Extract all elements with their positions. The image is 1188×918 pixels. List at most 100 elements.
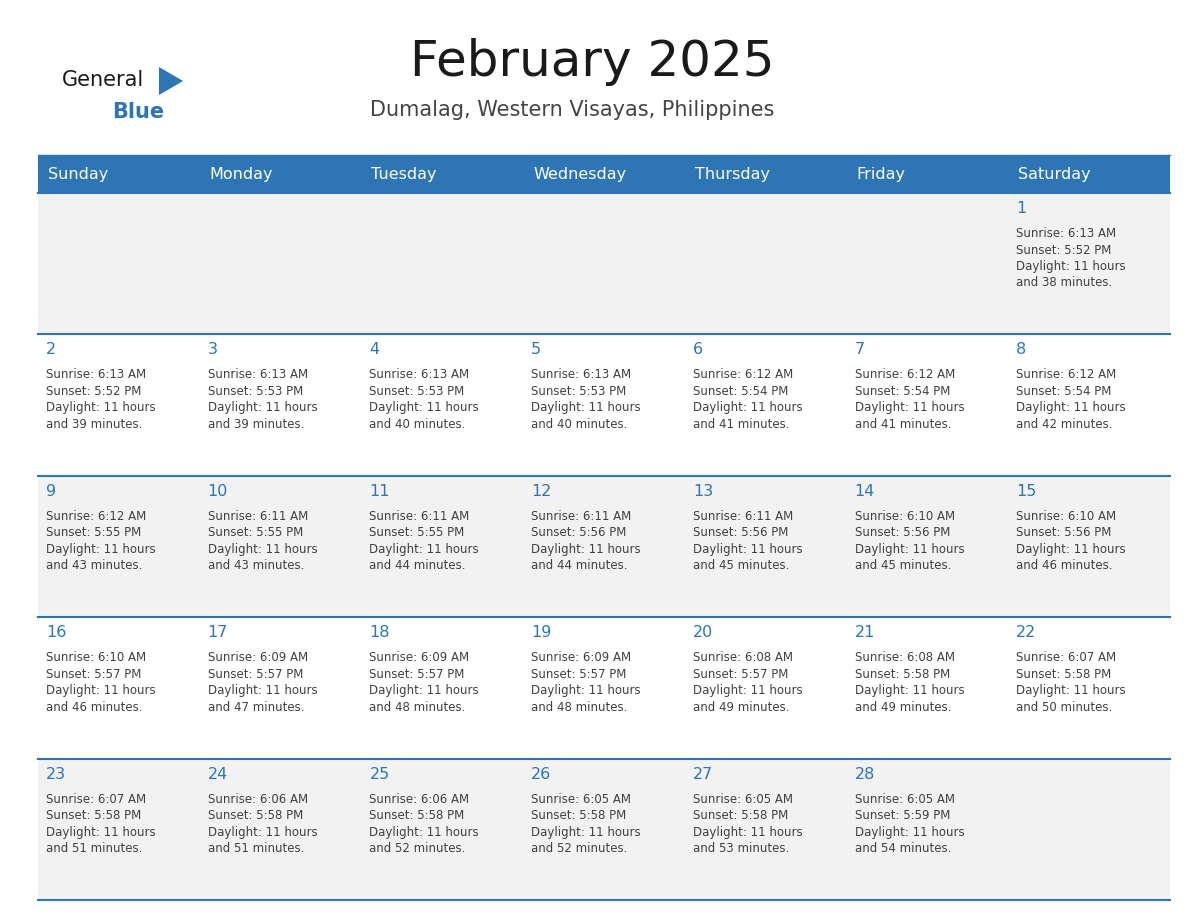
Text: Daylight: 11 hours: Daylight: 11 hours bbox=[531, 825, 640, 839]
Text: and 52 minutes.: and 52 minutes. bbox=[369, 842, 466, 855]
Text: Sunset: 5:57 PM: Sunset: 5:57 PM bbox=[46, 667, 141, 681]
Text: Sunset: 5:58 PM: Sunset: 5:58 PM bbox=[531, 809, 626, 823]
Text: and 43 minutes.: and 43 minutes. bbox=[46, 559, 143, 572]
Text: Sunrise: 6:10 AM: Sunrise: 6:10 AM bbox=[854, 509, 955, 522]
Text: 1: 1 bbox=[1016, 201, 1026, 216]
Text: Sunset: 5:57 PM: Sunset: 5:57 PM bbox=[693, 667, 788, 681]
Bar bbox=[523, 758, 684, 900]
Bar bbox=[684, 758, 847, 900]
Text: and 53 minutes.: and 53 minutes. bbox=[693, 842, 789, 855]
Text: Sunrise: 6:13 AM: Sunrise: 6:13 AM bbox=[369, 368, 469, 381]
Text: Sunrise: 6:10 AM: Sunrise: 6:10 AM bbox=[46, 651, 146, 665]
Text: Sunrise: 6:08 AM: Sunrise: 6:08 AM bbox=[854, 651, 955, 665]
Text: Sunset: 5:58 PM: Sunset: 5:58 PM bbox=[369, 809, 465, 823]
Text: Daylight: 11 hours: Daylight: 11 hours bbox=[1016, 401, 1126, 414]
Text: Sunset: 5:54 PM: Sunset: 5:54 PM bbox=[1016, 385, 1112, 397]
Text: Saturday: Saturday bbox=[1018, 166, 1091, 182]
Text: Sunrise: 6:11 AM: Sunrise: 6:11 AM bbox=[531, 509, 631, 522]
Text: 13: 13 bbox=[693, 484, 713, 498]
Text: 27: 27 bbox=[693, 767, 713, 781]
Text: Sunset: 5:56 PM: Sunset: 5:56 PM bbox=[693, 526, 788, 539]
Text: and 46 minutes.: and 46 minutes. bbox=[1016, 559, 1113, 572]
Bar bbox=[38, 155, 200, 193]
Bar bbox=[684, 617, 847, 758]
Text: 4: 4 bbox=[369, 342, 379, 357]
Text: 10: 10 bbox=[208, 484, 228, 498]
Bar bbox=[523, 617, 684, 758]
Text: Sunset: 5:58 PM: Sunset: 5:58 PM bbox=[693, 809, 788, 823]
Bar bbox=[847, 476, 1009, 617]
Text: 25: 25 bbox=[369, 767, 390, 781]
Bar bbox=[523, 476, 684, 617]
Text: Tuesday: Tuesday bbox=[372, 166, 437, 182]
Bar bbox=[361, 758, 523, 900]
Text: Wednesday: Wednesday bbox=[533, 166, 626, 182]
Text: Sunrise: 6:05 AM: Sunrise: 6:05 AM bbox=[854, 792, 955, 806]
Text: Sunrise: 6:05 AM: Sunrise: 6:05 AM bbox=[693, 792, 792, 806]
Text: 9: 9 bbox=[46, 484, 56, 498]
Bar bbox=[1009, 155, 1170, 193]
Bar bbox=[684, 476, 847, 617]
Text: Daylight: 11 hours: Daylight: 11 hours bbox=[208, 401, 317, 414]
Text: and 41 minutes.: and 41 minutes. bbox=[693, 418, 789, 431]
Text: Sunset: 5:56 PM: Sunset: 5:56 PM bbox=[1016, 526, 1112, 539]
Bar bbox=[847, 617, 1009, 758]
Text: 6: 6 bbox=[693, 342, 703, 357]
Text: and 38 minutes.: and 38 minutes. bbox=[1016, 276, 1112, 289]
Text: Sunset: 5:53 PM: Sunset: 5:53 PM bbox=[531, 385, 626, 397]
Text: Sunrise: 6:08 AM: Sunrise: 6:08 AM bbox=[693, 651, 792, 665]
Text: Daylight: 11 hours: Daylight: 11 hours bbox=[854, 684, 965, 697]
Bar bbox=[1009, 476, 1170, 617]
Bar bbox=[523, 155, 684, 193]
Text: and 51 minutes.: and 51 minutes. bbox=[208, 842, 304, 855]
Bar bbox=[38, 758, 200, 900]
Bar bbox=[1009, 758, 1170, 900]
Text: Daylight: 11 hours: Daylight: 11 hours bbox=[369, 543, 479, 555]
Text: Daylight: 11 hours: Daylight: 11 hours bbox=[46, 543, 156, 555]
Text: Sunset: 5:58 PM: Sunset: 5:58 PM bbox=[854, 667, 950, 681]
Text: Sunrise: 6:13 AM: Sunrise: 6:13 AM bbox=[46, 368, 146, 381]
Text: and 49 minutes.: and 49 minutes. bbox=[854, 700, 952, 713]
Text: Sunrise: 6:09 AM: Sunrise: 6:09 AM bbox=[369, 651, 469, 665]
Text: 22: 22 bbox=[1016, 625, 1037, 640]
Text: Friday: Friday bbox=[857, 166, 905, 182]
Text: Daylight: 11 hours: Daylight: 11 hours bbox=[46, 684, 156, 697]
Text: 21: 21 bbox=[854, 625, 874, 640]
Bar bbox=[684, 193, 847, 334]
Text: Sunrise: 6:09 AM: Sunrise: 6:09 AM bbox=[208, 651, 308, 665]
Text: and 48 minutes.: and 48 minutes. bbox=[531, 700, 627, 713]
Text: Sunrise: 6:12 AM: Sunrise: 6:12 AM bbox=[1016, 368, 1117, 381]
Text: Sunset: 5:53 PM: Sunset: 5:53 PM bbox=[208, 385, 303, 397]
Text: and 43 minutes.: and 43 minutes. bbox=[208, 559, 304, 572]
Bar bbox=[361, 617, 523, 758]
Text: and 45 minutes.: and 45 minutes. bbox=[693, 559, 789, 572]
Text: February 2025: February 2025 bbox=[410, 38, 775, 86]
Text: Sunset: 5:56 PM: Sunset: 5:56 PM bbox=[854, 526, 950, 539]
Bar bbox=[523, 334, 684, 476]
Text: Sunrise: 6:05 AM: Sunrise: 6:05 AM bbox=[531, 792, 631, 806]
Bar bbox=[684, 334, 847, 476]
Text: and 45 minutes.: and 45 minutes. bbox=[854, 559, 950, 572]
Text: 17: 17 bbox=[208, 625, 228, 640]
Text: Sunrise: 6:10 AM: Sunrise: 6:10 AM bbox=[1016, 509, 1117, 522]
Bar bbox=[1009, 334, 1170, 476]
Text: Sunset: 5:57 PM: Sunset: 5:57 PM bbox=[208, 667, 303, 681]
Text: and 47 minutes.: and 47 minutes. bbox=[208, 700, 304, 713]
Bar bbox=[847, 334, 1009, 476]
Bar bbox=[38, 334, 200, 476]
Text: Daylight: 11 hours: Daylight: 11 hours bbox=[531, 401, 640, 414]
Bar bbox=[200, 758, 361, 900]
Text: Sunrise: 6:09 AM: Sunrise: 6:09 AM bbox=[531, 651, 631, 665]
Bar bbox=[200, 155, 361, 193]
Text: and 40 minutes.: and 40 minutes. bbox=[531, 418, 627, 431]
Bar bbox=[847, 758, 1009, 900]
Text: Sunrise: 6:11 AM: Sunrise: 6:11 AM bbox=[208, 509, 308, 522]
Text: Sunset: 5:58 PM: Sunset: 5:58 PM bbox=[208, 809, 303, 823]
Text: and 52 minutes.: and 52 minutes. bbox=[531, 842, 627, 855]
Text: and 44 minutes.: and 44 minutes. bbox=[369, 559, 466, 572]
Text: Daylight: 11 hours: Daylight: 11 hours bbox=[693, 825, 802, 839]
Text: 14: 14 bbox=[854, 484, 874, 498]
Text: and 42 minutes.: and 42 minutes. bbox=[1016, 418, 1113, 431]
Text: and 40 minutes.: and 40 minutes. bbox=[369, 418, 466, 431]
Text: Sunset: 5:58 PM: Sunset: 5:58 PM bbox=[1016, 667, 1112, 681]
